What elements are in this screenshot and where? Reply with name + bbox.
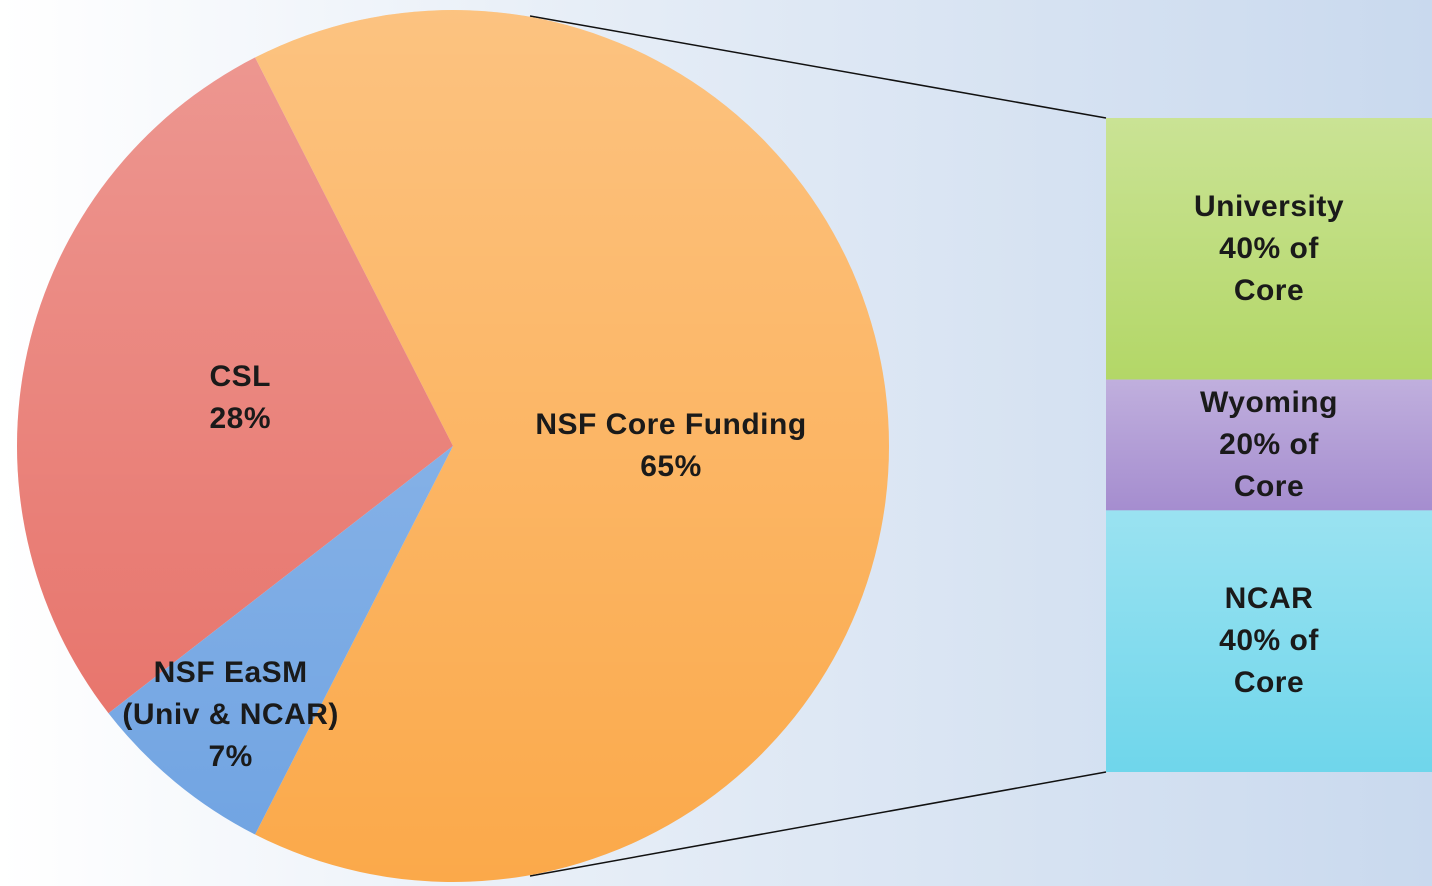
bar-label: NCAR 40% of Core [1188, 578, 1351, 704]
label-text: 40% of Core [1219, 624, 1319, 700]
bar-shine [1106, 379, 1432, 511]
label-text: University [1193, 189, 1345, 223]
bar-shine [1106, 118, 1432, 380]
bar-shine [1106, 510, 1432, 772]
label-text: NSF Core Funding [535, 408, 807, 441]
label-text: CSL [209, 360, 271, 394]
bar-label: Wyoming 20% of Core [1188, 382, 1351, 508]
label-text: Wyoming [1200, 386, 1338, 419]
label-text: 7% [208, 739, 253, 773]
slice-label: NSF Core Funding 65% [535, 404, 806, 488]
label-text: 65% [640, 450, 702, 483]
label-text: 28% [209, 402, 272, 436]
label-text: NSF EaSM (Univ & NCAR) [122, 655, 339, 731]
label-text: NCAR [1224, 582, 1314, 616]
slice-label: CSL 28% [209, 356, 271, 440]
label-text: 20% of Core [1219, 428, 1319, 503]
slice-label: NSF EaSM (Univ & NCAR) 7% [122, 652, 339, 778]
bar-label: University 40% of Core [1188, 186, 1351, 312]
label-text: 40% of Core [1219, 231, 1319, 307]
